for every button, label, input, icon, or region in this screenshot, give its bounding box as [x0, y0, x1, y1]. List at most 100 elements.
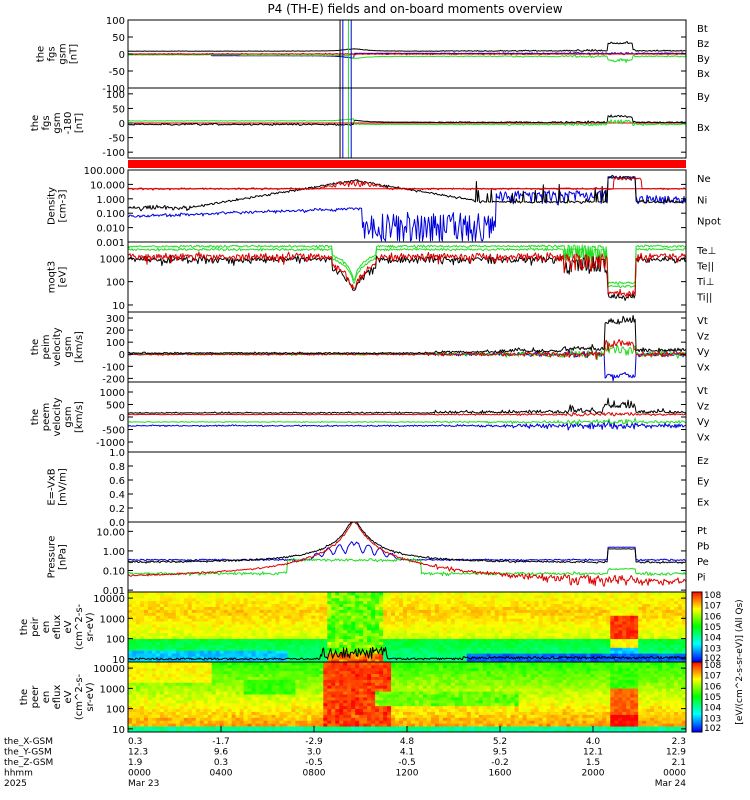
spectrogram-cell	[311, 632, 316, 637]
spectrogram-cell	[442, 632, 448, 637]
spectrogram-cell	[179, 676, 185, 680]
spectrogram-cell	[474, 632, 480, 637]
spectrogram-cell	[514, 659, 519, 663]
spectrogram-cell	[602, 629, 607, 634]
spectrogram-cell	[506, 603, 512, 607]
spectrogram-cell	[275, 708, 280, 712]
spectrogram-cell	[618, 600, 623, 605]
series-vy	[127, 417, 687, 426]
spectrogram-cell	[179, 717, 185, 721]
y-tick-label: 1000	[100, 614, 125, 625]
spectrogram-cell	[143, 664, 149, 669]
spectrogram-cell	[159, 691, 165, 695]
spectrogram-cell	[395, 592, 400, 596]
spectrogram-cell	[363, 600, 368, 605]
spectrogram-cell	[291, 594, 296, 599]
spectrogram-cell	[422, 656, 428, 660]
spectrogram-cell	[518, 629, 523, 634]
spectrogram-cell	[450, 641, 456, 645]
spectrogram-cell	[482, 659, 488, 663]
spectrogram-cell	[247, 720, 252, 724]
spectrogram-cell	[335, 664, 340, 669]
spectrogram-cell	[283, 627, 288, 631]
spectrogram-cell	[203, 664, 209, 669]
spectrogram-cell	[430, 650, 436, 654]
spectrogram-cell	[223, 714, 229, 718]
legend-ni: Ni	[697, 195, 707, 206]
spectrogram-cell	[323, 685, 328, 689]
spectrogram-cell	[598, 618, 603, 622]
spectrogram-cell	[231, 723, 237, 727]
spectrogram-cell	[654, 606, 659, 610]
spectrogram-cell	[179, 641, 185, 645]
spectrogram-cell	[231, 676, 237, 680]
spectrogram-cell	[151, 647, 157, 651]
spectrogram-cell	[566, 612, 571, 616]
spectrogram-cell	[247, 662, 252, 666]
spectrogram-cell	[582, 656, 587, 660]
spectrogram-cell	[219, 612, 225, 616]
spectrogram-cell	[203, 682, 209, 686]
spectrogram-cell	[414, 641, 420, 645]
spectrogram-cell	[530, 627, 535, 631]
spectrogram-cell	[391, 603, 396, 607]
spectrogram-cell	[343, 667, 348, 672]
spectrogram-cell	[219, 726, 225, 730]
spectrogram-cell	[426, 650, 432, 654]
y-axis-label: velocity	[52, 327, 63, 366]
spectrogram-cell	[227, 592, 233, 596]
spectrogram-cell	[331, 685, 336, 689]
spectrogram-cell	[522, 629, 527, 634]
spectrogram-cell	[410, 594, 416, 599]
spectrogram-cell	[387, 629, 392, 634]
spectrogram-cell	[251, 667, 256, 672]
spectrogram-cell	[602, 641, 607, 645]
spectrogram-cell	[323, 612, 328, 616]
spectrogram-cell	[191, 609, 197, 613]
spectrogram-cell	[638, 615, 643, 619]
y-tick-label: 0.01	[103, 586, 125, 597]
spectrogram-cell	[227, 691, 233, 695]
y-tick-label: 1000	[100, 388, 125, 399]
spectrogram-cell	[662, 603, 667, 607]
spectrogram-cell	[303, 618, 308, 622]
spectrogram-cell	[462, 629, 468, 634]
spectrogram-cell	[526, 635, 531, 640]
spectrogram-cell	[219, 708, 225, 712]
spectrogram-cell	[187, 729, 193, 733]
spectrogram-cell	[682, 594, 687, 599]
spectrogram-cell	[195, 720, 201, 724]
spectrogram-cell	[307, 606, 312, 610]
spectrogram-cell	[171, 726, 177, 730]
spectrogram-cell	[454, 641, 460, 645]
spectrogram-cell	[351, 594, 356, 599]
spectrogram-cell	[267, 691, 272, 695]
spectrogram-cell	[167, 632, 173, 637]
spectrogram-cell	[207, 685, 213, 689]
spectrogram-cell	[530, 659, 535, 663]
spectrogram-cell	[271, 679, 276, 683]
spectrogram-cell	[207, 638, 213, 642]
spectrogram-cell	[319, 688, 324, 692]
spectrogram-cell	[128, 662, 133, 666]
spectrogram-cell	[638, 606, 643, 610]
spectrogram-cell	[462, 635, 468, 640]
spectrogram-cell	[207, 717, 213, 721]
spectrogram-cell	[367, 609, 372, 613]
spectrogram-cell	[399, 641, 404, 645]
spectrogram-cell	[227, 638, 233, 642]
spectrogram-cell	[139, 606, 145, 610]
spectrogram-cell	[586, 600, 591, 605]
spectrogram-cell	[347, 667, 352, 672]
spectrogram-cell	[383, 600, 388, 605]
spectrogram-cell	[131, 670, 137, 675]
spectrogram-cell	[271, 708, 276, 712]
spectrogram-cell	[430, 629, 436, 634]
spectrogram-cell	[163, 618, 169, 622]
spectrogram-cell	[355, 708, 360, 712]
spectrogram-cell	[199, 705, 205, 710]
spectrogram-cell	[287, 714, 292, 718]
spectrogram-cell	[458, 592, 464, 596]
spectrogram-cell	[438, 606, 444, 610]
spectrogram-cell	[251, 592, 256, 596]
